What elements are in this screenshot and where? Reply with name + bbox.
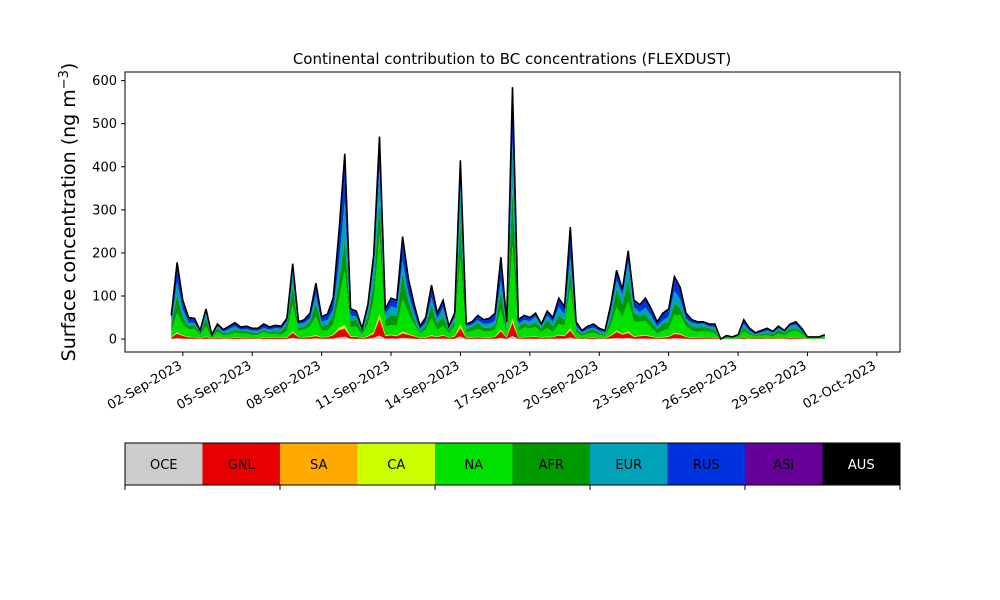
colorbar-cell-sa xyxy=(280,443,358,485)
y-axis-label-close: ) xyxy=(58,63,80,70)
colorbar-label: CA xyxy=(387,458,405,473)
y-tick-label: 100 xyxy=(92,290,117,305)
area-series-afr xyxy=(171,188,825,340)
colorbar-cell-eur xyxy=(590,443,668,485)
colorbar-label: GNL xyxy=(228,458,256,473)
colorbar-label: NA xyxy=(464,458,483,473)
colorbar-cell-ca xyxy=(357,443,435,485)
colorbar-label: AUS xyxy=(848,458,875,473)
area-series-ca xyxy=(171,313,825,340)
y-tick-label: 0 xyxy=(109,333,117,348)
colorbar-cell-aus xyxy=(822,443,900,485)
y-axis-label-exponent: −3 xyxy=(57,70,72,89)
area-series-oce xyxy=(171,335,825,340)
y-axis-label-main: Surface concentration (ng m xyxy=(58,89,80,361)
area-series-gnl xyxy=(171,319,825,340)
colorbar-label: SA xyxy=(310,458,327,473)
colorbar: OCE GNL SA CA NA AFR EUR RUS ASI AUS xyxy=(124,442,901,490)
area-series-sa xyxy=(171,317,825,340)
colorbar-label: RUS xyxy=(693,458,720,473)
y-tick-label: 200 xyxy=(92,246,117,261)
colorbar-label: AFR xyxy=(539,458,564,473)
colorbar-cell-rus xyxy=(667,443,745,485)
colorbar-cell-oce xyxy=(125,443,203,485)
colorbar-cell-asi xyxy=(745,443,823,485)
total-line xyxy=(170,87,826,341)
y-tick-label: 300 xyxy=(92,203,117,218)
colorbar-cell-na xyxy=(435,443,513,485)
y-tick-label: 400 xyxy=(92,160,117,175)
y-tick-label: 600 xyxy=(92,74,117,89)
colorbar-label: ASI xyxy=(773,458,794,473)
y-axis-label: Surface concentration (ng m−3) xyxy=(57,63,80,362)
chart-title: Continental contribution to BC concentra… xyxy=(293,50,731,68)
colorbar-frame xyxy=(124,442,901,486)
axes-frame xyxy=(124,71,901,353)
colorbar-cell-gnl xyxy=(202,443,280,485)
y-tick-label: 500 xyxy=(92,117,117,132)
colorbar-cell-afr xyxy=(512,443,590,485)
colorbar-label: OCE xyxy=(150,458,178,473)
colorbar-label: EUR xyxy=(615,458,642,473)
